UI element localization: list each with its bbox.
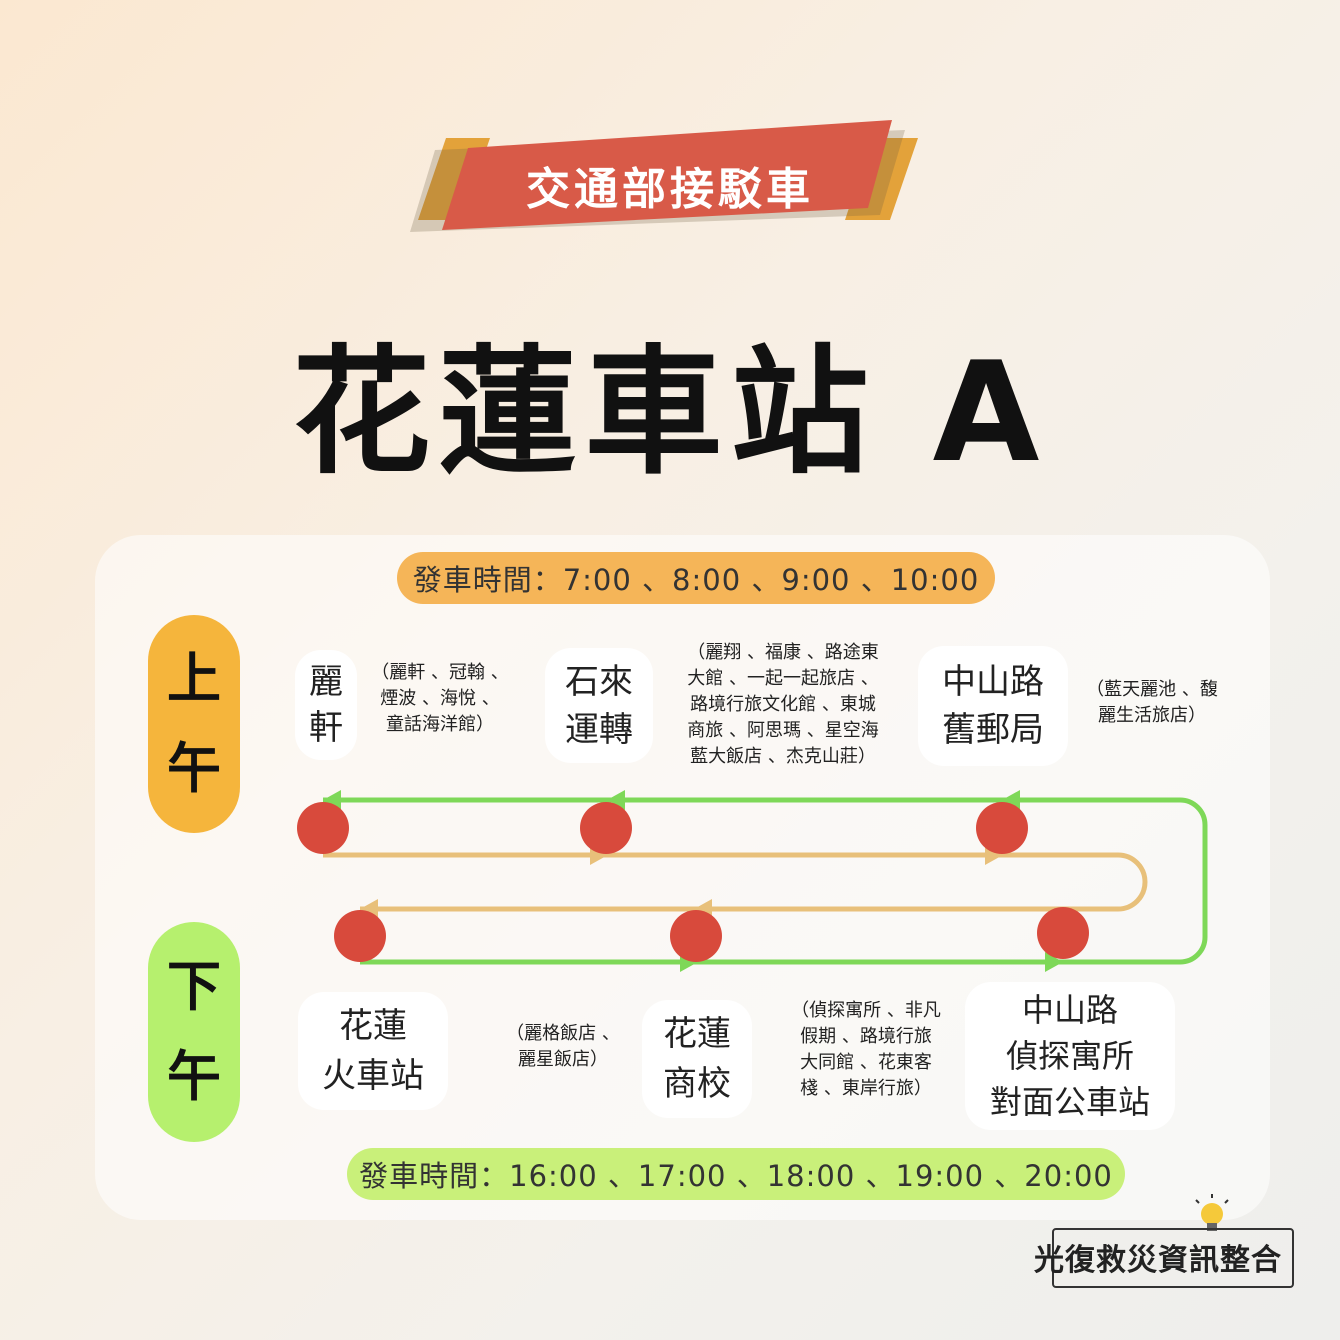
am-stop-name: 石來 運轉 [545,648,653,763]
stop-marker [976,802,1028,854]
am-stop-note: （麗翔 、福康 、路途東 大館 、一起一起旅店 、 路境行旅文化館 、東城 商旅… [687,642,879,767]
pm-stop-name: 中山路 偵探寓所 對面公車站 [965,982,1175,1130]
stop-marker [580,802,632,854]
pm-period-char-1: 下 [167,955,221,1018]
pm-stop-note: （偵探寓所 、非凡 假期 、路境行旅 大同館 、花東客 棧 、東岸行旅） [791,1000,941,1099]
page-title: 花蓮車站 A [292,332,1048,493]
stop-marker [1037,907,1089,959]
stop-marker [297,802,349,854]
lightbulb-icon [1195,1194,1229,1231]
am-stop-name: 麗 軒 [295,650,357,760]
pm-period-label: 下 午 [148,922,240,1142]
am-period-label: 上 午 [148,615,240,833]
am-departure-times: 發車時間：7:00 、8:00 、9:00 、10:00 [397,552,995,604]
am-stop-note: （藍天麗池 、馥 麗生活旅店） [1086,679,1218,726]
am-period-char-2: 午 [167,737,221,800]
stop-marker [670,910,722,962]
pm-stop-name: 花蓮 火車站 [298,992,448,1110]
pm-period-char-2: 午 [167,1045,221,1108]
am-period-char-1: 上 [167,647,221,710]
banner-ribbon [410,120,918,232]
pm-departure-times: 發車時間：16:00 、17:00 、18:00 、19:00 、20:00 [347,1148,1125,1200]
pm-stop-name: 花蓮 商校 [642,1000,752,1118]
am-stop-name: 中山路 舊郵局 [918,646,1068,766]
banner-label: 交通部接駁車 [526,164,814,215]
stop-marker [334,910,386,962]
am-stop-note: （麗軒 、冠翰 、 煙波 、海悅 、 童話海洋館） [371,662,509,735]
pm-stop-note: （麗格飯店 、 麗星飯店） [506,1023,620,1070]
logo-text: 光復救災資訊整合 [1034,1243,1282,1278]
logo-frame [1052,1228,1294,1288]
